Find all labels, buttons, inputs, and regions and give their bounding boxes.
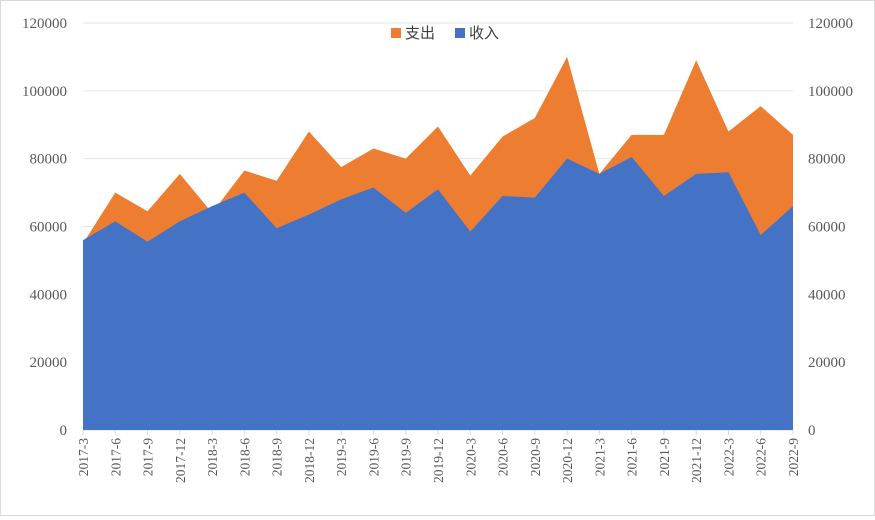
y-tick-label-right: 40000 <box>808 287 846 303</box>
y-tick-label-right: 60000 <box>808 220 846 236</box>
x-tick-label: 2017-6 <box>108 438 123 476</box>
x-tick-label: 2020-9 <box>528 438 543 476</box>
y-tick-label-left: 40000 <box>30 287 68 303</box>
x-tick-label: 2022-6 <box>754 438 769 476</box>
y-tick-label-right: 80000 <box>808 152 846 168</box>
y-tick-label-left: 80000 <box>30 152 68 168</box>
x-tick-label: 2022-3 <box>721 438 736 476</box>
legend-label: 支出 <box>405 24 435 42</box>
legend-swatch <box>455 28 465 38</box>
x-tick-label: 2018-3 <box>205 438 220 476</box>
x-tick-label: 2021-6 <box>625 438 640 476</box>
x-tick-label: 2021-9 <box>657 438 672 476</box>
x-tick-label: 2019-12 <box>431 438 446 483</box>
x-tick-label: 2022-9 <box>786 438 801 476</box>
y-tick-label-right: 0 <box>808 423 816 439</box>
x-tick-label: 2018-6 <box>237 438 252 476</box>
x-tick-label: 2021-12 <box>689 438 704 483</box>
y-tick-label-left: 0 <box>60 423 68 439</box>
x-tick-label: 2020-12 <box>560 438 575 483</box>
x-tick-label: 2017-3 <box>76 438 91 476</box>
legend-label: 收入 <box>469 24 499 42</box>
x-tick-label: 2019-9 <box>399 438 414 476</box>
x-tick-label: 2019-3 <box>334 438 349 476</box>
y-tick-label-right: 100000 <box>808 84 853 100</box>
y-axis-left-ticks: 0 20000 40000 60000 80000 100000 120000 <box>22 16 67 439</box>
x-axis-ticks: 2017-3 2017-6 2017-9 2017-12 2018-3 2018-6 201… <box>76 430 801 483</box>
area-series <box>83 56 793 431</box>
y-tick-label-right: 20000 <box>808 355 846 371</box>
y-tick-label-left: 120000 <box>22 16 67 32</box>
y-tick-label-left: 100000 <box>22 84 67 100</box>
y-tick-label-left: 60000 <box>30 220 68 236</box>
x-tick-label: 2021-3 <box>592 438 607 476</box>
legend: 支出 收入 <box>391 24 499 42</box>
x-tick-label: 2019-6 <box>366 438 381 476</box>
y-tick-label-right: 120000 <box>808 16 853 32</box>
x-tick-label: 2017-9 <box>141 438 156 476</box>
legend-swatch <box>391 28 401 38</box>
x-tick-label: 2018-12 <box>302 438 317 483</box>
x-tick-label: 2020-3 <box>463 438 478 476</box>
x-tick-label: 2020-6 <box>496 438 511 476</box>
y-tick-label-left: 20000 <box>30 355 68 371</box>
x-tick-label: 2018-9 <box>270 438 285 476</box>
area-series-income <box>83 156 793 431</box>
y-axis-right-ticks: 0 20000 40000 60000 80000 100000 120000 <box>808 16 853 439</box>
x-tick-label: 2017-12 <box>173 438 188 483</box>
